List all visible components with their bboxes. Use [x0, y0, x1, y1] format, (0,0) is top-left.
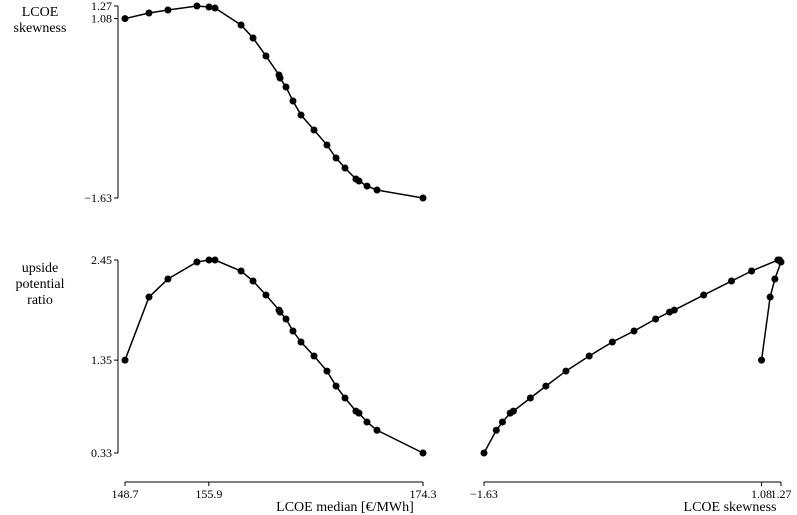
x-tick-label: 148.7	[112, 487, 139, 501]
y-tick-label: 1.08	[91, 12, 112, 26]
y-tick-label: 1.35	[91, 353, 112, 367]
point	[297, 111, 305, 119]
line	[124, 5, 424, 199]
y-tick-label: 0.33	[91, 446, 112, 460]
point	[310, 126, 318, 134]
point	[373, 426, 381, 434]
point	[480, 449, 488, 457]
point	[205, 3, 213, 11]
y-axis-label: potential	[16, 277, 65, 292]
point	[363, 418, 371, 426]
y-axis-label: upside	[22, 261, 59, 276]
y-axis-label: LCOE	[22, 5, 59, 20]
point	[249, 277, 257, 285]
point	[341, 394, 349, 402]
point	[289, 327, 297, 335]
y-tick-label: 1.27	[91, 0, 112, 13]
point	[121, 15, 129, 23]
x-tick-label: 1.27	[771, 487, 792, 501]
point	[332, 154, 340, 162]
point	[506, 409, 514, 417]
point	[748, 267, 756, 275]
point	[282, 83, 290, 91]
point	[145, 9, 153, 17]
point	[562, 367, 570, 375]
point	[728, 277, 736, 285]
point	[145, 293, 153, 301]
point	[355, 409, 363, 417]
point	[498, 418, 506, 426]
x-axis-label: LCOE skewness	[684, 500, 777, 515]
point	[193, 258, 201, 266]
point	[766, 293, 774, 301]
point	[276, 74, 284, 82]
point	[276, 308, 284, 316]
point	[700, 291, 708, 299]
point	[758, 356, 766, 364]
point	[282, 315, 290, 323]
line	[124, 259, 424, 454]
point	[310, 352, 318, 360]
point	[373, 186, 381, 194]
point	[211, 4, 219, 12]
point	[542, 382, 550, 390]
y-axis-label: ratio	[27, 293, 53, 308]
point	[341, 164, 349, 172]
point	[323, 141, 331, 149]
point	[205, 256, 213, 264]
point	[363, 182, 371, 190]
point	[262, 291, 270, 299]
point	[652, 315, 660, 323]
point	[249, 34, 257, 42]
y-tick-label: 2.45	[91, 253, 112, 267]
x-axis-label: LCOE median [€/MWh]	[276, 500, 414, 515]
point	[774, 256, 782, 264]
point	[419, 449, 427, 457]
point	[121, 356, 129, 364]
point	[666, 308, 674, 316]
x-tick-label: −1.63	[470, 487, 498, 501]
point	[297, 338, 305, 346]
point	[262, 52, 270, 60]
point	[492, 426, 500, 434]
point	[332, 382, 340, 390]
point	[193, 2, 201, 10]
point	[630, 327, 638, 335]
point	[164, 275, 172, 283]
point	[164, 6, 172, 14]
x-tick-label: 155.9	[195, 487, 222, 501]
point	[771, 275, 779, 283]
point	[419, 194, 427, 202]
x-tick-label: 174.3	[410, 487, 437, 501]
y-tick-label: −1.63	[84, 191, 112, 205]
x-tick-label: 1.08	[751, 487, 772, 501]
point	[289, 97, 297, 105]
point	[237, 267, 245, 275]
point	[237, 21, 245, 29]
point	[211, 256, 219, 264]
y-axis-label: skewness	[14, 21, 67, 36]
point	[526, 394, 534, 402]
point	[608, 338, 616, 346]
point	[355, 177, 363, 185]
line	[483, 259, 782, 454]
point	[585, 352, 593, 360]
point	[323, 367, 331, 375]
